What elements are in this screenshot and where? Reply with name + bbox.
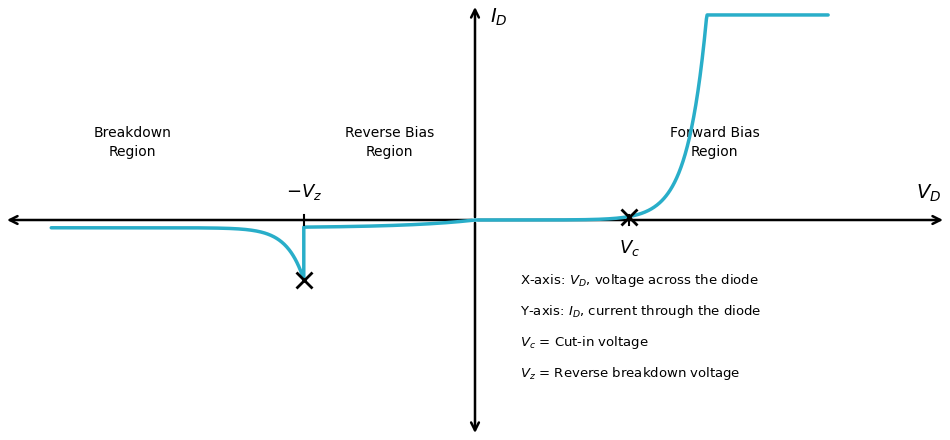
Text: $V_c$: $V_c$ — [618, 238, 639, 258]
Text: Y-axis: $I_D$, current through the diode: Y-axis: $I_D$, current through the diode — [520, 303, 761, 320]
Text: $I_D$: $I_D$ — [490, 6, 508, 28]
Text: Breakdown
Region: Breakdown Region — [94, 125, 172, 159]
Text: $V_D$: $V_D$ — [917, 182, 941, 204]
Text: $-V_z$: $-V_z$ — [286, 182, 322, 202]
Text: $V_c$ = Cut-in voltage: $V_c$ = Cut-in voltage — [520, 334, 648, 351]
Text: $V_z$ = Reverse breakdown voltage: $V_z$ = Reverse breakdown voltage — [520, 365, 740, 382]
Text: X-axis: $V_D$, voltage across the diode: X-axis: $V_D$, voltage across the diode — [520, 272, 758, 289]
Text: Forward Bias
Region: Forward Bias Region — [670, 125, 760, 159]
Text: Reverse Bias
Region: Reverse Bias Region — [345, 125, 434, 159]
